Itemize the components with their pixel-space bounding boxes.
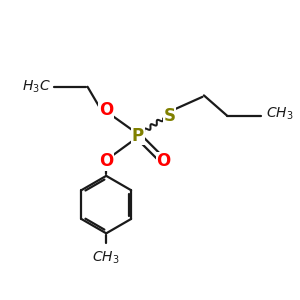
- Text: $CH_3$: $CH_3$: [92, 249, 120, 266]
- Text: S: S: [164, 106, 175, 124]
- Text: O: O: [157, 152, 171, 170]
- Text: O: O: [99, 101, 113, 119]
- Text: $H_3C$: $H_3C$: [22, 79, 50, 95]
- Text: O: O: [99, 152, 113, 170]
- Text: P: P: [132, 127, 144, 145]
- Text: $CH_3$: $CH_3$: [266, 106, 293, 122]
